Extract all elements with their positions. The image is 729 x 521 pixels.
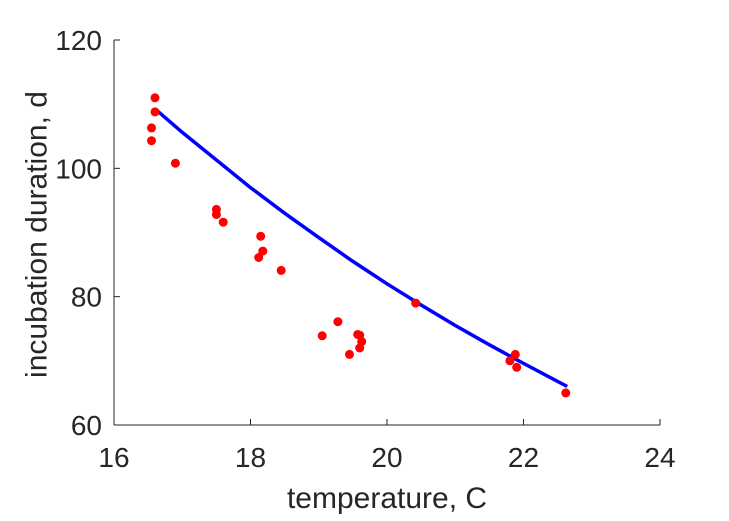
axes: 16 18 20 22 24 60 80 100 120 bbox=[55, 25, 675, 473]
data-point bbox=[256, 231, 266, 241]
data-point bbox=[510, 349, 520, 359]
data-point bbox=[254, 253, 264, 262]
x-axis-label: temperature, C bbox=[287, 482, 487, 515]
data-point bbox=[170, 158, 180, 168]
x-tick-label: 22 bbox=[508, 442, 539, 473]
data-point bbox=[150, 93, 160, 103]
data-point bbox=[258, 246, 268, 256]
x-tick-label: 24 bbox=[644, 442, 675, 473]
y-tick-label: 100 bbox=[55, 153, 102, 184]
x-tick-label: 18 bbox=[235, 442, 266, 473]
data-point bbox=[147, 136, 156, 146]
data-point bbox=[276, 265, 286, 275]
data-point bbox=[561, 388, 571, 398]
data-point bbox=[317, 331, 327, 341]
data-point bbox=[505, 356, 515, 366]
data-point bbox=[147, 123, 156, 133]
fit-line-layer bbox=[155, 109, 569, 389]
y-tick-label: 120 bbox=[55, 25, 102, 56]
points-layer bbox=[147, 93, 571, 398]
x-tick-label: 20 bbox=[371, 442, 402, 473]
y-tick-label: 80 bbox=[71, 282, 102, 313]
data-point bbox=[211, 210, 221, 219]
data-point bbox=[333, 317, 343, 327]
fit-line bbox=[155, 109, 569, 389]
data-point bbox=[357, 337, 367, 347]
y-tick-label: 60 bbox=[71, 410, 102, 441]
data-point bbox=[150, 107, 160, 117]
data-point bbox=[345, 349, 354, 359]
y-axis-label: incubation duration, d bbox=[21, 91, 54, 378]
data-point bbox=[411, 298, 421, 308]
data-point bbox=[512, 362, 522, 372]
data-point bbox=[218, 217, 228, 227]
x-tick-label: 16 bbox=[98, 442, 129, 473]
